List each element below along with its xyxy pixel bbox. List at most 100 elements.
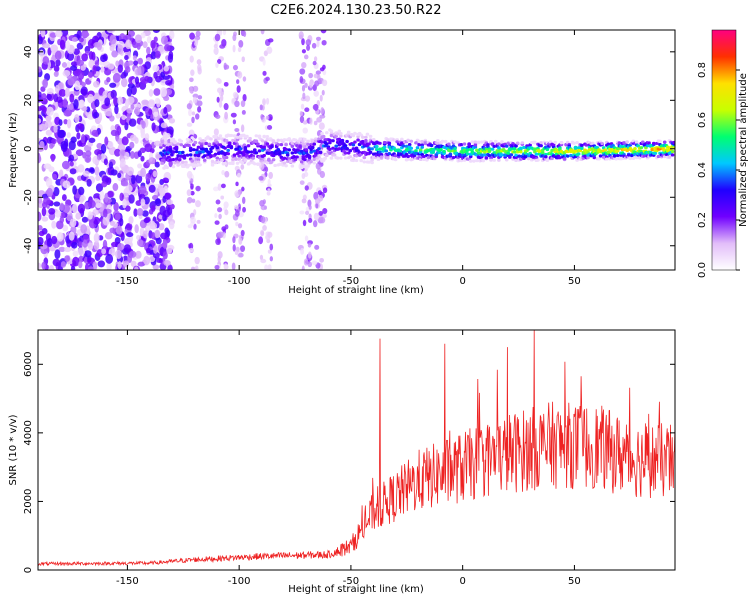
spectrogram-cell	[168, 147, 173, 151]
spectrogram-cell	[270, 151, 274, 155]
spectrogram-cell	[400, 137, 404, 141]
spectrogram-cell	[310, 138, 315, 142]
spectrogram-cell	[235, 221, 239, 227]
spectrogram-cell	[630, 153, 634, 158]
spectrogram-cell	[242, 196, 246, 205]
spectrogram-cell	[319, 114, 326, 119]
spectrogram-cell	[72, 250, 79, 257]
spectrogram-cell	[41, 106, 47, 113]
spectrogram-cell	[224, 139, 229, 143]
spectrogram-cell	[606, 150, 611, 154]
spectrogram-cell	[536, 158, 540, 162]
spectrogram-cell	[378, 141, 382, 145]
spectrogram-cell	[233, 204, 239, 210]
spectrogram-cell	[324, 142, 329, 146]
spectrogram-cell	[504, 158, 509, 162]
y-tick-label: 20	[23, 94, 34, 107]
y-tick-label: -40	[23, 238, 34, 254]
x-tick-label: -150	[116, 576, 139, 587]
spectrogram-cell	[61, 194, 67, 202]
spectrogram-cell	[237, 157, 241, 161]
spectrogram-cell	[93, 111, 100, 119]
spectrogram-cell	[576, 152, 581, 156]
spectrogram-cell	[490, 147, 495, 151]
spectrogram-cell	[312, 157, 317, 161]
spectrogram-cell	[436, 141, 440, 145]
spectrogram-cell	[534, 152, 539, 156]
colorbar: 0.0 0.2 0.4 0.6 0.8 Normalized spectral ampl…	[697, 29, 749, 278]
spectrogram-cell	[117, 64, 124, 73]
spectrogram-cell	[420, 139, 425, 144]
spectrogram-cell	[195, 148, 199, 152]
spectrogram-cell	[533, 150, 537, 154]
spectrogram-cell	[189, 32, 195, 40]
spectrogram-cell	[324, 131, 329, 135]
spectrogram-cell	[331, 139, 335, 143]
spectrogram-cell	[196, 59, 202, 65]
spectrogram-cell	[231, 138, 235, 143]
spectrogram-cell	[224, 209, 229, 216]
spectrogram-cell	[117, 44, 124, 55]
spectrogram-cell	[267, 264, 272, 270]
spectrogram-cell	[634, 140, 639, 144]
spectrogram-cell	[214, 213, 218, 219]
spectrogram-cell	[260, 114, 264, 120]
spectrogram-cell	[368, 150, 373, 154]
spectrogram-cell	[121, 114, 127, 120]
spectrogram-cell	[153, 88, 161, 96]
spectrogram-cell	[385, 156, 390, 160]
spectrogram-cell	[314, 244, 320, 250]
spectrogram-cell	[235, 161, 240, 165]
spectrogram-cell	[163, 65, 170, 72]
spectrogram-cell	[302, 92, 306, 100]
spectrogram-cell	[345, 147, 349, 151]
spectrogram-cell	[57, 129, 66, 139]
spectrogram-cell	[331, 146, 335, 150]
snr-x-ticks: -150 -100 -50 0 50	[116, 330, 581, 587]
spectrogram-cell	[69, 93, 75, 103]
spectrogram-cell	[63, 119, 68, 125]
spectrogram-cell	[140, 32, 146, 39]
spectrogram-cell	[343, 156, 348, 160]
spectrogram-cell	[371, 138, 376, 142]
spectrogram-cell	[415, 146, 420, 150]
spectrogram-cell	[385, 138, 390, 142]
spectrogram-cell	[240, 245, 246, 252]
spectrogram-cell	[69, 218, 77, 228]
spectrogram-cell	[223, 82, 229, 87]
spectrogram-cell	[533, 147, 537, 151]
x-tick-label: -50	[343, 276, 359, 287]
spectrogram-cell	[142, 41, 148, 49]
spectrogram-cell	[109, 227, 117, 234]
spectrogram-cell	[51, 220, 57, 229]
spectrogram-cell	[59, 39, 66, 50]
spectrogram-cell	[526, 156, 531, 161]
spectrogram-cell	[73, 99, 79, 110]
spectrogram-cell	[53, 65, 60, 72]
spectrogram-cell	[246, 144, 251, 148]
spectrogram-cell	[38, 262, 42, 270]
spectrogram-cell	[282, 156, 287, 160]
spectrogram-cell	[64, 255, 70, 262]
spectrogram-cell	[290, 164, 295, 168]
spectrogram-cell	[226, 148, 231, 153]
spectrogram-cell	[468, 155, 473, 159]
spectrogram-cell	[78, 255, 85, 263]
spectrogram-cell	[193, 153, 198, 157]
spectrogram-cell	[242, 150, 246, 154]
spectrogram-cell	[162, 251, 168, 260]
spectrogram-cell	[545, 158, 550, 162]
spectrogram-cell	[322, 187, 328, 194]
spectrogram-cell	[134, 224, 139, 234]
spectrogram-cell	[362, 160, 367, 164]
spectrogram-cell	[229, 133, 234, 138]
spectrogram-cell	[87, 266, 94, 270]
spectrogram-cell	[378, 147, 382, 151]
colorbar-label: Normalized spectral amplitude	[738, 73, 749, 227]
spectrogram-cell	[473, 143, 478, 147]
spectrogram-cell	[565, 154, 570, 158]
spectrogram-cell	[122, 260, 130, 268]
spectrogram-cell	[87, 39, 96, 49]
spectrogram-cell	[382, 145, 387, 149]
y-tick-label: 6000	[23, 352, 34, 377]
